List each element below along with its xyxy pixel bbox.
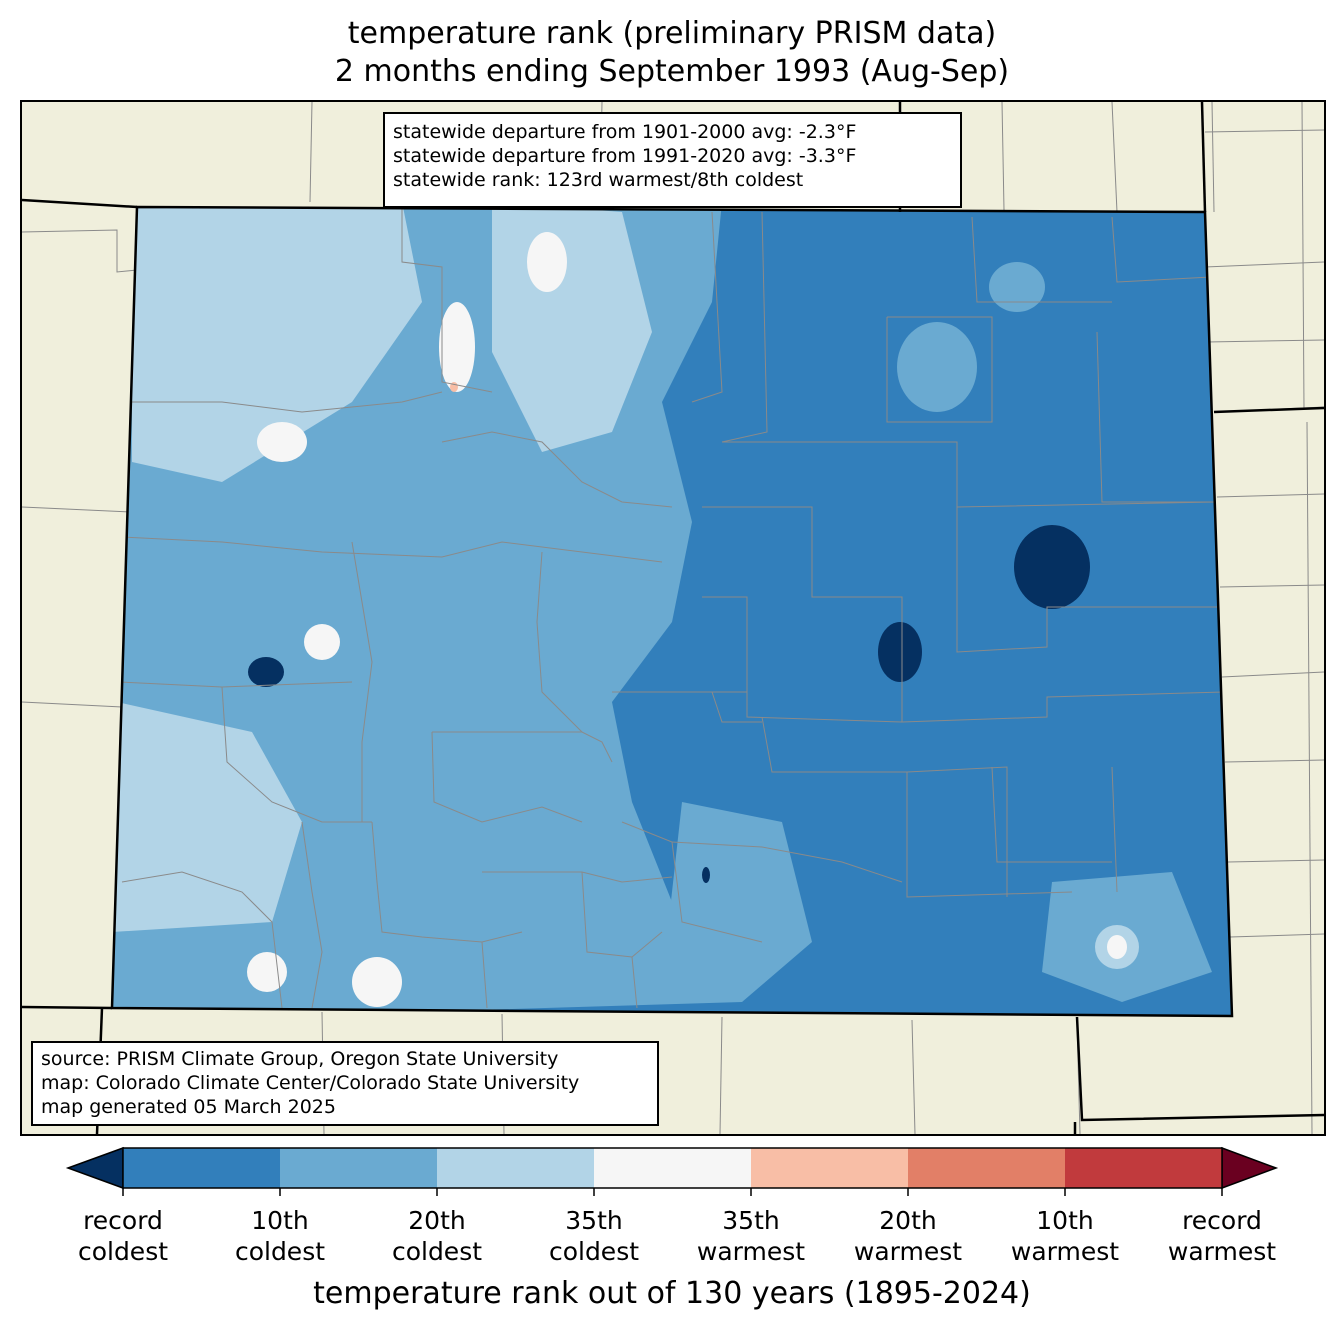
colorbar-tick-label: 10th coldest — [234, 1206, 326, 1266]
county-lines — [118, 207, 1226, 1009]
stats-rank: statewide rank: 123rd warmest/8th coldes… — [393, 169, 804, 191]
source-line: source: PRISM Climate Group, Oregon Stat… — [41, 1048, 559, 1070]
stats-departure-1901-2000: statewide departure from 1901-2000 avg: … — [393, 121, 857, 143]
colorbar-tick-label: 10th warmest — [1010, 1206, 1120, 1266]
colorbar-segment — [751, 1148, 909, 1188]
colorbar-tick-label: 35th warmest — [696, 1206, 806, 1266]
colorbar-ticks — [122, 1188, 1223, 1196]
colorado-rank-map — [22, 102, 1324, 1134]
statewide-stats-box: statewide departure from 1901-2000 avg: … — [383, 112, 962, 208]
colorbar-segment — [1065, 1148, 1223, 1188]
map-credit-line: map: Colorado Climate Center/Colorado St… — [41, 1072, 580, 1094]
colorbar-tick-label: 20th coldest — [391, 1206, 483, 1266]
colorbar-segment — [908, 1148, 1066, 1188]
colorbar-tick-label: 35th coldest — [548, 1206, 640, 1266]
colorbar-arrow-left — [65, 1146, 124, 1190]
map-generated-line: map generated 05 March 2025 — [41, 1096, 336, 1118]
colorbar-segments — [123, 1148, 1223, 1188]
colorbar — [65, 1146, 1279, 1196]
colorbar-tick-label: 20th warmest — [853, 1206, 963, 1266]
map-title-line2: 2 months ending September 1993 (Aug-Sep) — [334, 54, 1010, 89]
colorbar-segment — [594, 1148, 752, 1188]
source-box: source: PRISM Climate Group, Oregon Stat… — [31, 1041, 659, 1126]
colorbar-tick-label: record coldest — [77, 1206, 169, 1266]
colorbar-segment — [123, 1148, 281, 1188]
map-frame — [20, 100, 1326, 1136]
map-title-line1: temperature rank (preliminary PRISM data… — [347, 16, 997, 51]
colorado-state-fill — [112, 207, 1232, 1016]
colorbar-title: temperature rank out of 130 years (1895-… — [313, 1276, 1031, 1311]
stats-departure-1991-2020: statewide departure from 1991-2020 avg: … — [393, 145, 857, 167]
colorbar-tick-label: record warmest — [1167, 1206, 1277, 1266]
colorbar-segment — [437, 1148, 595, 1188]
colorbar-arrow-right — [1221, 1146, 1279, 1190]
colorbar-segment — [280, 1148, 438, 1188]
